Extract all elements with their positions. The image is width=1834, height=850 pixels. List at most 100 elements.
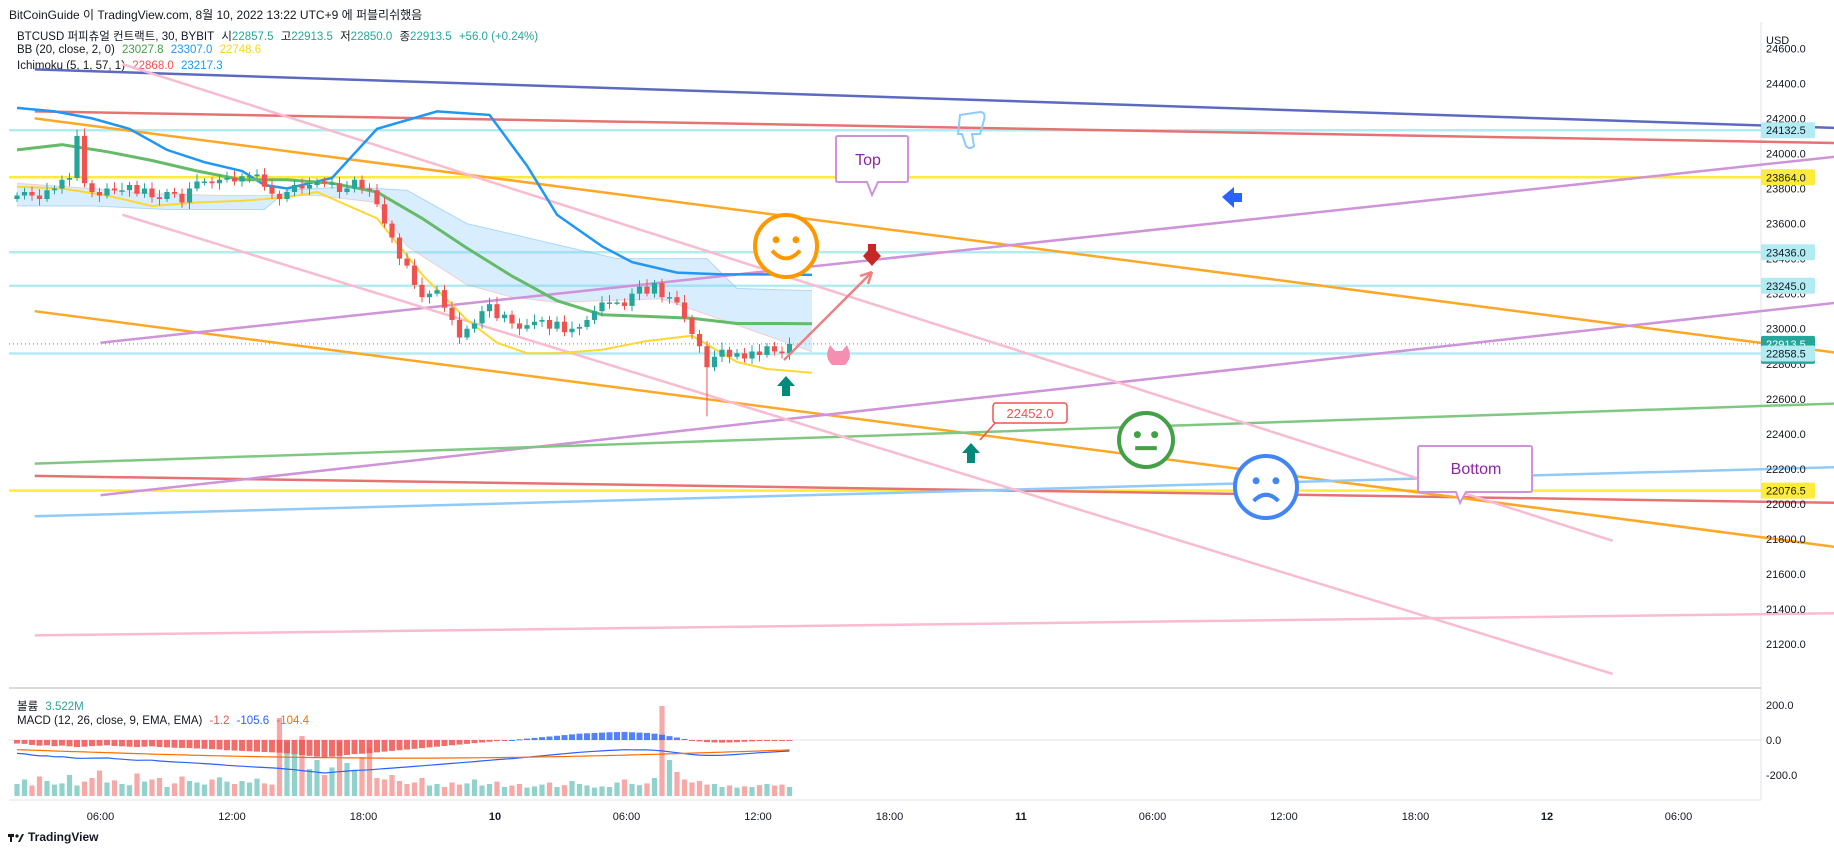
volume-bar (36, 776, 43, 796)
volume-bar (411, 782, 418, 796)
volume-bar (239, 781, 245, 796)
macd-hist-bar (209, 740, 215, 750)
volume-bar (89, 778, 95, 796)
price-tick-label: 23800.0 (1766, 184, 1806, 196)
candle-body (269, 186, 275, 194)
macd-hist-bar (224, 740, 230, 751)
price-tag (1761, 169, 1815, 186)
volume-bar (494, 781, 500, 796)
price-tick-label: 22600.0 (1766, 394, 1806, 406)
macd-hist-value: -1.2 (209, 715, 230, 727)
macd-hist-bar (591, 732, 598, 740)
volume-bar (149, 779, 155, 796)
trend-line (122, 62, 1614, 542)
face-mouth (1252, 492, 1280, 503)
candle-body (524, 325, 530, 329)
time-axis[interactable]: 06:00 12:00 18:00 10 06:00 12:00 18:00 11 06:00 1… (87, 811, 1693, 823)
cloud-span-a (16, 182, 813, 353)
macd-hist-bar (501, 740, 508, 741)
volume-bar (749, 787, 755, 796)
candle-body (494, 304, 500, 319)
volume-bar (336, 742, 343, 796)
volume-bar (269, 784, 275, 796)
volume-bar (666, 760, 673, 796)
macd-hist-bar (104, 740, 110, 746)
low-label: 저 (340, 31, 351, 43)
down-arrow-icon (863, 244, 881, 266)
bb-legend[interactable]: BB (20, close, 2, 0) 23027.8 23307.0 227… (17, 44, 265, 56)
candle-body (96, 192, 103, 196)
volume-bar (201, 784, 208, 796)
time-tick-label: 06:00 (613, 811, 641, 823)
face-mouth (770, 249, 802, 261)
candle-body (284, 192, 290, 200)
macd-hist-bar (546, 736, 553, 740)
volume-bar (74, 785, 80, 796)
price-tags: 24132.523864.023436.023245.022913.507:35… (1761, 122, 1815, 499)
macd-hist-bar (606, 732, 613, 740)
macd-legend[interactable]: MACD (12, 26, close, 9, EMA, EMA) -1.2 -… (17, 715, 313, 727)
macd-hist-bar (449, 740, 455, 746)
symbol-legend[interactable]: BTCUSD 퍼피츄얼 컨트랙트, 30, BYBIT 시22857.5 고22… (17, 28, 542, 44)
macd-hist-bar (704, 740, 710, 743)
price-tag-label: 23436.0 (1766, 247, 1806, 259)
macd-hist-bar (201, 740, 208, 749)
volume-legend[interactable]: 볼륨 3.522M (17, 698, 88, 714)
macd-hist-bar (329, 740, 335, 757)
macd-hist-bar (434, 740, 440, 747)
candle-body (366, 188, 373, 191)
candle-body (479, 311, 485, 324)
macd-hist-bar (749, 740, 755, 742)
macd-hist-bar (81, 740, 88, 747)
price-tag-label: 22858.5 (1766, 349, 1806, 361)
volume-bar (126, 785, 133, 796)
time-tick-label: 12 (1541, 811, 1553, 823)
price-tag-label: 22076.5 (1766, 486, 1806, 498)
price-axis[interactable]: USD24600.024400.024200.024000.023800.023… (1766, 35, 1806, 782)
volume-bar (696, 781, 703, 796)
candle-body (51, 188, 58, 191)
currency-label: USD (1766, 35, 1789, 47)
macd-hist-bar (471, 740, 478, 744)
macd-hist-bar (419, 740, 425, 749)
macd-hist-bar (359, 740, 365, 754)
macd-hist-bar (479, 740, 485, 743)
macd-hist-bar (689, 740, 695, 741)
footer[interactable]: TradingView (8, 830, 98, 844)
volume-bar (224, 781, 230, 796)
trend-line (100, 301, 1834, 497)
volume-bar (644, 783, 650, 796)
price-tick-label: 22000.0 (1766, 499, 1806, 511)
close-label: 종 (399, 31, 411, 43)
volume-bar (119, 784, 125, 796)
candle-body (254, 174, 260, 177)
candle-body (734, 353, 740, 357)
time-tick-label: 10 (489, 811, 501, 823)
macd-tick-label: 0.0 (1766, 735, 1781, 747)
volume-bar (96, 770, 103, 796)
volume-bar (141, 781, 148, 796)
candle-body (306, 184, 313, 189)
volume-bar (246, 782, 253, 796)
up-arrow-icon (777, 376, 795, 396)
volume-bar (344, 763, 350, 796)
price-tick-label: 23000.0 (1766, 324, 1806, 336)
candle-body (771, 346, 778, 352)
candle-body (434, 290, 440, 294)
candle-body (261, 174, 268, 187)
candle-body (464, 328, 470, 338)
volume-value: 3.522M (45, 701, 84, 713)
ichimoku-legend[interactable]: Ichimoku (5, 1, 57, 1) 22868.0 23217.3 (17, 60, 227, 72)
candle-body (704, 346, 710, 368)
grid (9, 22, 1762, 801)
candle-body (711, 356, 718, 368)
time-tick-label: 06:00 (1665, 811, 1693, 823)
price-tag (1761, 122, 1815, 139)
macd-line (16, 749, 790, 774)
volume-bar (261, 783, 268, 796)
volume-bar (629, 784, 635, 796)
volume-bar (561, 785, 568, 796)
macd-label: MACD (12, 26, close, 9, EMA, EMA) (17, 715, 203, 727)
volume-bar (486, 784, 493, 796)
